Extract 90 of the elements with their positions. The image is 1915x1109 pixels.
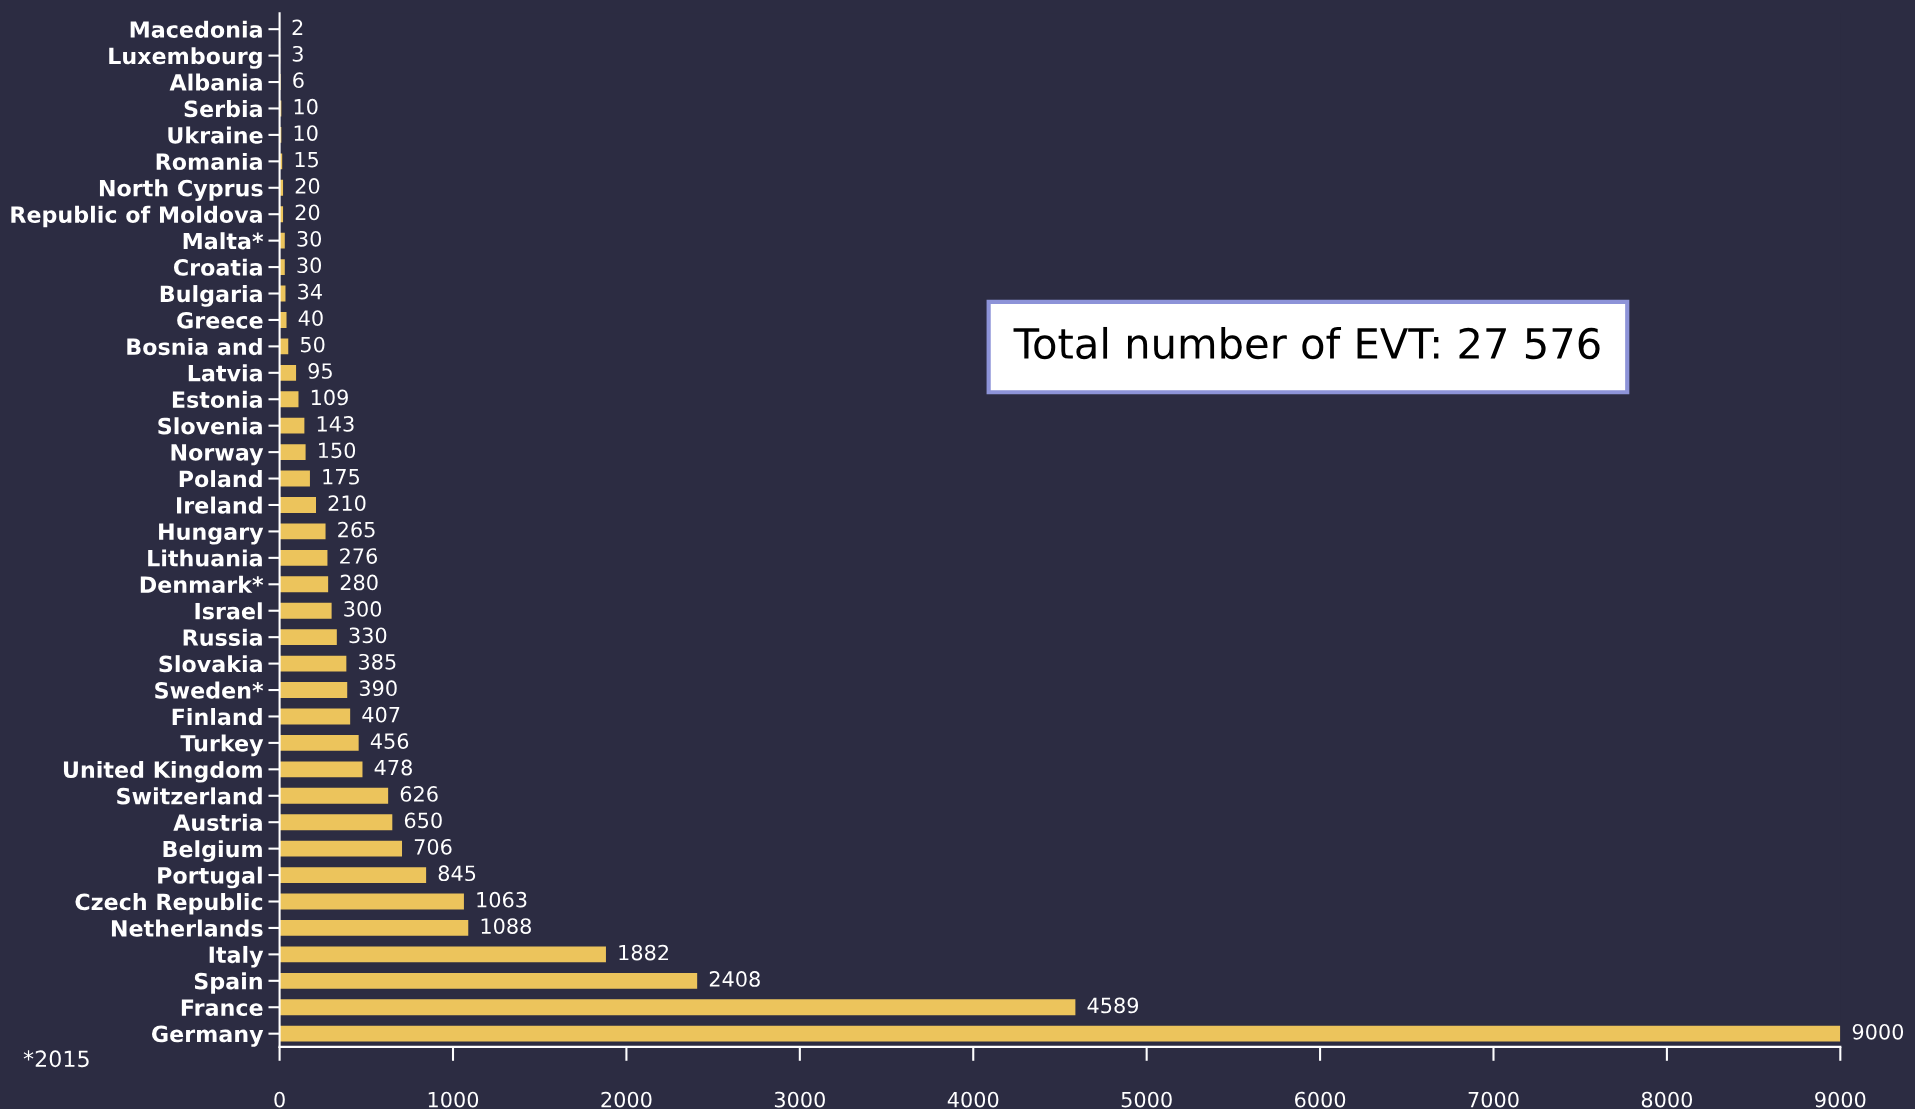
y-tick-label: Serbia bbox=[184, 100, 262, 118]
y-tick-label: Switzerland bbox=[117, 787, 262, 805]
data-label: 150 bbox=[319, 442, 356, 459]
data-label: 650 bbox=[404, 812, 442, 829]
data-label: 9000 bbox=[1852, 1023, 1904, 1040]
y-tick-label: Ireland bbox=[177, 496, 262, 514]
y-tick-label: Estonia bbox=[172, 390, 262, 409]
x-tick-label: 7000 bbox=[1468, 1091, 1519, 1108]
data-label: 3 bbox=[292, 45, 303, 62]
data-label: 10 bbox=[294, 125, 318, 141]
data-label: 1063 bbox=[477, 891, 527, 908]
y-tick-label: Czech Republic bbox=[75, 893, 263, 915]
x-tick-label: 4000 bbox=[947, 1091, 999, 1108]
y-tick-label: Netherlands bbox=[111, 919, 263, 937]
x-tick-label: 0 bbox=[274, 1091, 285, 1108]
data-label: 50 bbox=[300, 336, 325, 353]
y-tick-label: Sweden* bbox=[155, 681, 264, 699]
data-label: 385 bbox=[359, 653, 396, 670]
x-tick-label: 6000 bbox=[1295, 1091, 1346, 1108]
y-tick-label: Luxembourg bbox=[109, 47, 262, 69]
y-tick-label: Croatia bbox=[173, 258, 262, 276]
data-label: 40 bbox=[298, 310, 323, 326]
y-tick-label: Portugal bbox=[158, 866, 262, 889]
y-tick-label: Ukraine bbox=[168, 126, 263, 144]
x-tick-label: 5000 bbox=[1121, 1091, 1172, 1108]
data-label: 300 bbox=[344, 601, 382, 617]
data-label: 1882 bbox=[619, 944, 668, 961]
data-label: 265 bbox=[338, 521, 375, 538]
annotation: Total number of EVT: 27 576 bbox=[1013, 326, 1600, 360]
y-tick-label: Greece bbox=[177, 311, 263, 329]
y-tick-label: Italy bbox=[209, 945, 264, 968]
y-tick-label: United Kingdom bbox=[63, 760, 262, 783]
data-label: 210 bbox=[328, 495, 366, 512]
y-tick-label: North Cyprus bbox=[99, 179, 263, 202]
data-label: 626 bbox=[400, 786, 438, 802]
y-tick-label: Denmark* bbox=[140, 575, 264, 594]
data-label: 280 bbox=[340, 574, 378, 591]
y-tick-label: Spain bbox=[194, 972, 262, 994]
data-label: 6 bbox=[293, 72, 304, 89]
y-tick-label: Slovakia bbox=[159, 655, 262, 673]
data-label: 20 bbox=[295, 178, 320, 194]
data-label: 143 bbox=[317, 415, 354, 432]
data-label: 845 bbox=[438, 865, 476, 882]
y-tick-label: Macedonia bbox=[130, 20, 262, 38]
y-tick-label: Finland bbox=[172, 708, 262, 726]
y-tick-label: Germany bbox=[152, 1025, 264, 1047]
data-label: 1088 bbox=[481, 918, 531, 934]
x-tick-label: 2000 bbox=[601, 1091, 652, 1108]
data-label: 2 bbox=[292, 19, 303, 35]
y-tick-label: Norway bbox=[171, 444, 264, 466]
data-label: 390 bbox=[359, 680, 397, 697]
data-label: 175 bbox=[323, 469, 359, 485]
y-tick-label: Israel bbox=[195, 602, 262, 620]
y-tick-label: Hungary bbox=[159, 523, 264, 545]
text: *2015 bbox=[23, 1050, 89, 1068]
y-tick-label: Republic of Moldova bbox=[11, 205, 262, 228]
x-tick-label: 3000 bbox=[774, 1091, 825, 1108]
y-tick-label: Turkey bbox=[180, 734, 264, 757]
y-tick-label: Russia bbox=[183, 628, 262, 646]
y-tick-label: Malta* bbox=[183, 232, 264, 250]
data-label: 330 bbox=[349, 627, 387, 644]
data-label: 706 bbox=[414, 838, 452, 855]
y-tick-label: Albania bbox=[169, 73, 262, 91]
data-label: 4589 bbox=[1087, 997, 1139, 1014]
data-label: 30 bbox=[297, 257, 322, 274]
data-label: 109 bbox=[311, 389, 348, 406]
y-tick-label: Romania bbox=[156, 152, 262, 171]
data-label: 15 bbox=[295, 151, 318, 168]
y-tick-label: Bulgaria bbox=[160, 285, 262, 307]
y-tick-label: Poland bbox=[179, 470, 262, 488]
data-label: 478 bbox=[374, 759, 412, 776]
x-tick-label: 9000 bbox=[1815, 1091, 1866, 1108]
data-label: 456 bbox=[370, 733, 409, 749]
data-label: 34 bbox=[298, 283, 322, 300]
y-tick-label: Belgium bbox=[163, 840, 262, 862]
data-label: 10 bbox=[294, 98, 318, 115]
y-tick-label: Bosnia and bbox=[127, 337, 262, 356]
y-tick-label: France bbox=[181, 999, 263, 1016]
data-label: 407 bbox=[362, 706, 400, 723]
y-tick-label: Austria bbox=[173, 813, 262, 831]
data-label: 20 bbox=[295, 204, 320, 221]
x-tick-label: 8000 bbox=[1641, 1091, 1693, 1108]
y-tick-label: Latvia bbox=[188, 364, 262, 382]
data-label: 2408 bbox=[709, 971, 760, 987]
x-tick-label: 1000 bbox=[428, 1091, 479, 1108]
y-tick-label: Lithuania bbox=[148, 549, 262, 567]
data-label: 95 bbox=[308, 363, 332, 379]
data-label: 30 bbox=[297, 230, 322, 247]
y-tick-label: Slovenia bbox=[158, 417, 262, 435]
data-label: 276 bbox=[340, 548, 378, 564]
